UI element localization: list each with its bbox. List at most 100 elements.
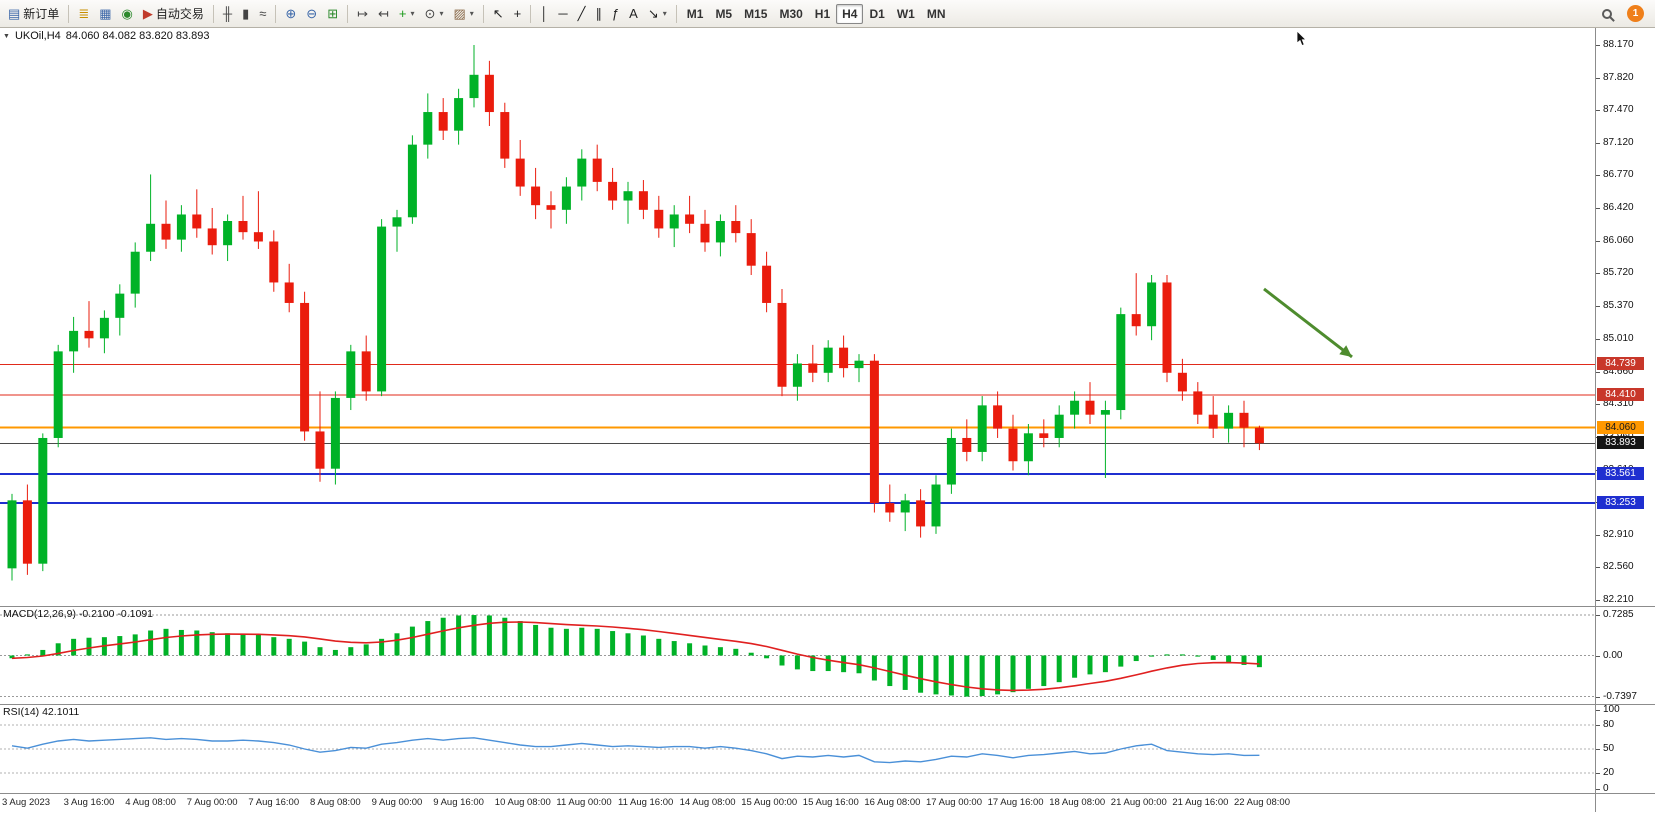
vertical-line-button[interactable]: │: [535, 3, 553, 25]
autotrading-button[interactable]: ▶ 自动交易: [138, 3, 209, 25]
line-chart-button[interactable]: ≈: [254, 3, 271, 25]
timeframe-w1-button[interactable]: W1: [891, 4, 921, 24]
zoom-out-button[interactable]: ⊖: [301, 3, 322, 25]
time-axis-label: 11 Aug 00:00: [556, 797, 612, 808]
axis-label: 87.470: [1603, 104, 1634, 116]
autotrading-icon: ▶: [142, 6, 153, 21]
pivot-line-84060-badge: 84.060: [1597, 420, 1644, 434]
axis-label: 82.560: [1603, 561, 1634, 573]
time-axis-label: 17 Aug 16:00: [987, 797, 1044, 808]
axis-tick: [1596, 339, 1600, 341]
trendline-button[interactable]: ╱: [573, 3, 591, 25]
chart-shift-button[interactable]: ↤: [373, 3, 394, 25]
candlestick-plot[interactable]: ▼ UKOil,H4 84.060 84.082 83.820 83.893: [0, 28, 1595, 606]
rsi-plot[interactable]: RSI(14) 42.1011: [0, 705, 1595, 793]
time-axis-label: 18 Aug 08:00: [1049, 797, 1106, 808]
main-toolbar: ▤ 新订单 ≣ ▦ ◉ ▶ 自动交易 ╫ ▮ ≈ ⊕ ⊖ ⊞ ↦ ↤ + ▾ ⊙ ▾ ▨ ▾ ↖ + │ ─ ╱ ∥ ƒ A ↘ ▾ M1 M5…: [0, 0, 1655, 28]
time-axis-label: 17 Aug 00:00: [926, 797, 982, 808]
data-window-button[interactable]: ▦: [94, 3, 116, 25]
axis-tick: [1596, 110, 1600, 112]
rsi-panel: RSI(14) 42.1011 100 80 50 20 0: [0, 704, 1655, 794]
auto-scroll-button[interactable]: ↦: [352, 3, 373, 25]
zoom-in-button[interactable]: ⊕: [280, 3, 301, 25]
chevron-down-icon: ▾: [662, 9, 667, 18]
axis-tick: [1596, 534, 1600, 536]
templates-button[interactable]: ▨ ▾: [448, 3, 478, 25]
toolbar-separator: [530, 4, 532, 23]
timeframe-m30-button[interactable]: M30: [773, 4, 808, 24]
notification-badge[interactable]: 1: [1627, 5, 1644, 22]
axis-label: 87.820: [1603, 71, 1634, 83]
cursor-icon: ↖: [492, 6, 504, 21]
time-axis-label: 4 Aug 08:00: [125, 797, 176, 808]
axis-label: 82.910: [1603, 528, 1634, 540]
periods-icon: ⊙: [424, 6, 436, 21]
timeframe-d1-button[interactable]: D1: [863, 4, 890, 24]
axis-label: -0.7397: [1603, 690, 1637, 702]
timeframe-m15-button-label: M15: [744, 6, 768, 21]
autotrading-button-label: 自动交易: [155, 7, 204, 21]
axis-label: 20: [1603, 767, 1615, 778]
equidistant-channel-icon: ∥: [595, 6, 602, 21]
timeframe-m30-button-label: M30: [779, 6, 803, 21]
timeframe-m1-button[interactable]: M1: [681, 4, 710, 24]
axis-tick: [1596, 404, 1600, 406]
market-watch-button[interactable]: ≣: [73, 3, 94, 25]
current-price-line-badge: 83.893: [1597, 436, 1644, 450]
axis-tick: [1596, 273, 1600, 275]
fibonacci-button[interactable]: ƒ: [607, 3, 624, 25]
new-order-button[interactable]: ▤ 新订单: [3, 3, 64, 25]
chevron-down-icon: ▾: [469, 9, 474, 18]
chart-shift-icon: ↤: [378, 6, 389, 21]
navigator-icon: ◉: [121, 6, 133, 21]
timeframe-d1-button-label: D1: [869, 6, 885, 21]
text-label-button[interactable]: A: [624, 3, 643, 25]
price-axis[interactable]: 88.170 87.820 87.470 87.120 86.770 86.420 86.0…: [1595, 28, 1655, 606]
timeframe-h4-button[interactable]: H4: [836, 3, 864, 24]
zoom-out-icon: ⊖: [306, 6, 318, 21]
timeframe-mn-button[interactable]: MN: [921, 4, 952, 24]
periods-button[interactable]: ⊙ ▾: [420, 3, 449, 25]
axis-label: 0.00: [1603, 649, 1623, 661]
chevron-down-icon: ▾: [439, 9, 444, 18]
arrows-icon: ↘: [647, 6, 659, 21]
horizontal-line-button[interactable]: ─: [553, 3, 572, 25]
arrows-button[interactable]: ↘ ▾: [643, 3, 672, 25]
bar-chart-button[interactable]: ╫: [218, 3, 237, 25]
time-axis-label: 3 Aug 16:00: [63, 797, 115, 808]
axis-label: 88.170: [1603, 39, 1634, 50]
axis-tick: [1596, 696, 1600, 698]
tile-windows-button[interactable]: ⊞: [322, 3, 343, 25]
toolbar-separator: [482, 4, 484, 23]
time-axis-label: 15 Aug 16:00: [802, 797, 859, 808]
axis-label: 80: [1603, 719, 1615, 730]
axis-tick: [1596, 305, 1600, 307]
time-axis[interactable]: 3 Aug 2023 3 Aug 16:00 4 Aug 08:00 7 Aug 00…: [0, 793, 1655, 812]
time-axis-label: 16 Aug 08:00: [864, 797, 921, 808]
toolbar-separator: [212, 4, 214, 23]
mouse-cursor-icon: [1296, 31, 1307, 47]
crosshair-button[interactable]: +: [509, 3, 527, 25]
axis-tick: [1596, 567, 1600, 569]
time-axis-label: 10 Aug 08:00: [494, 797, 551, 808]
cursor-button[interactable]: ↖: [488, 3, 509, 25]
navigator-button[interactable]: ◉: [117, 3, 138, 25]
candlestick-chart-button[interactable]: ▮: [237, 3, 254, 25]
main-chart-panel: ▼ UKOil,H4 84.060 84.082 83.820 83.893 8…: [0, 28, 1655, 606]
axis-label: 0.7285: [1603, 609, 1634, 621]
axis-label: 86.420: [1603, 201, 1634, 213]
search-button[interactable]: [1597, 3, 1617, 25]
timeframe-m15-button[interactable]: M15: [738, 4, 773, 24]
indicators-button[interactable]: + ▾: [394, 3, 420, 25]
axis-label: 86.060: [1603, 235, 1634, 247]
equidistant-channel-button[interactable]: ∥: [590, 3, 607, 25]
timeframe-mn-button-label: MN: [926, 6, 946, 21]
line-chart-icon: ≈: [259, 6, 267, 21]
timeframe-m5-button[interactable]: M5: [709, 4, 738, 24]
rsi-axis[interactable]: 100 80 50 20 0: [1595, 704, 1655, 794]
axis-tick: [1596, 371, 1600, 373]
macd-axis[interactable]: 0.7285 0.00 -0.7397: [1595, 607, 1655, 704]
timeframe-h1-button[interactable]: H1: [809, 4, 836, 24]
axis-tick: [1596, 789, 1600, 790]
macd-plot[interactable]: MACD(12,26,9) -0.2100 -0.1091: [0, 607, 1595, 704]
